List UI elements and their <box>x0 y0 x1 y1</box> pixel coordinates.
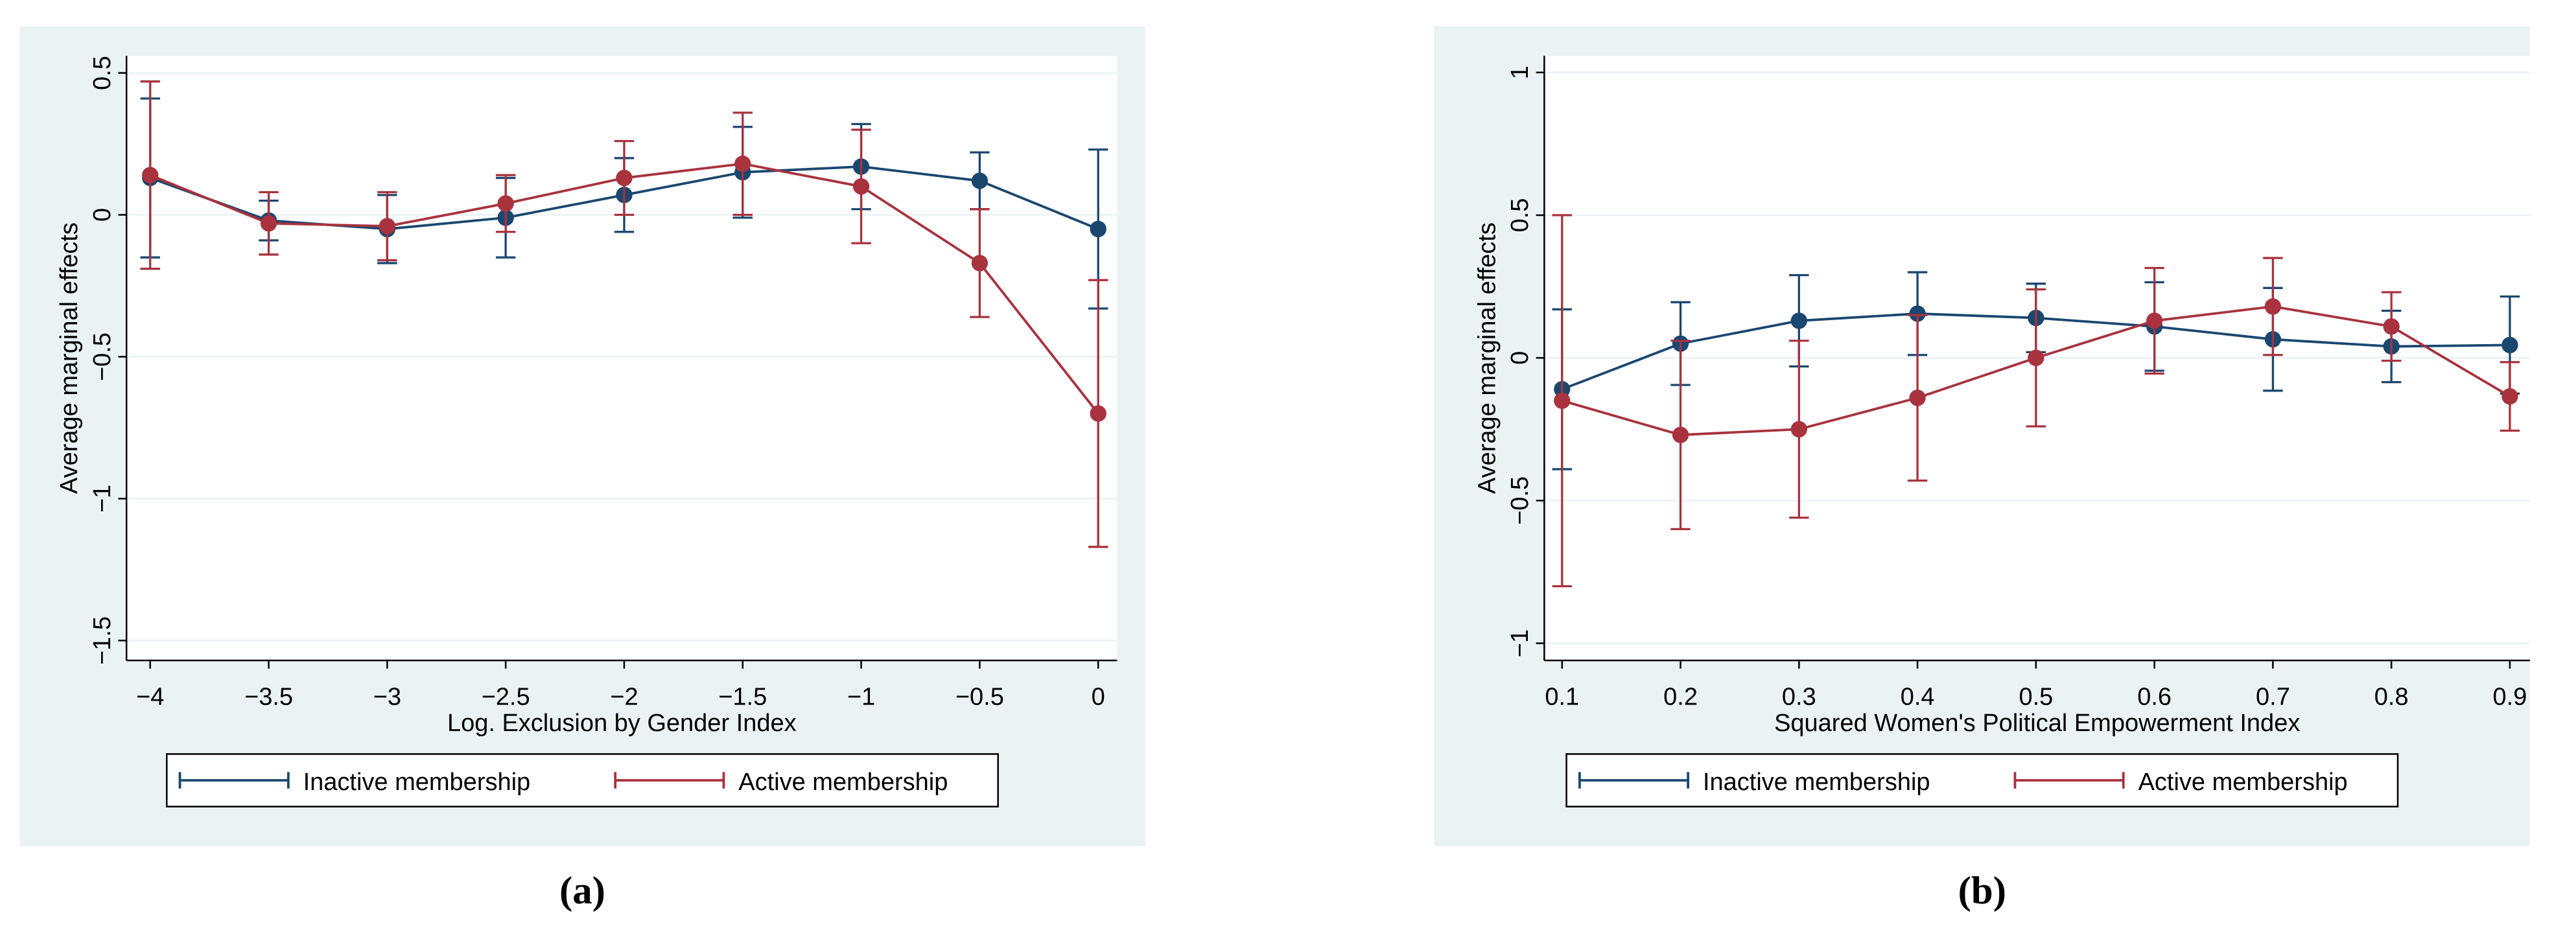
y-tick-label: −1 <box>89 485 116 513</box>
x-axis-label: Log. Exclusion by Gender Index <box>447 710 797 737</box>
point <box>379 218 395 235</box>
legend-label: Active membership <box>2138 769 2348 796</box>
x-tick-label: 0.5 <box>2019 683 2053 710</box>
point <box>2028 349 2044 366</box>
plot-area <box>126 56 1118 660</box>
y-axis-label: Average marginal effects <box>56 222 83 494</box>
point <box>1790 421 1808 437</box>
point <box>2501 336 2518 354</box>
x-tick-label: 0.9 <box>2493 683 2527 710</box>
point <box>2501 388 2518 405</box>
legend-box <box>165 753 999 808</box>
chart: 1 0.5 0 −0.5 −1 0.1 0.2 0.3 0.4 0.5 0.6 0.7 0.8 0.9 Sq… <box>1434 26 2531 846</box>
point <box>1672 426 1689 443</box>
y-tick-label: −0.5 <box>1506 476 1534 525</box>
point <box>2146 312 2163 329</box>
point <box>2383 318 2400 335</box>
x-axis-label: Squared Women's Political Empowerment In… <box>1774 710 2300 737</box>
y-tick-label: 0 <box>1506 351 1534 365</box>
y-tick-label: 1 <box>1506 65 1534 79</box>
x-tick-label: 0 <box>1092 683 1105 710</box>
legend-box <box>1565 753 2399 808</box>
point <box>1909 305 1926 322</box>
x-tick-label: 0.3 <box>1782 683 1816 710</box>
legend-label: Active membership <box>738 769 948 796</box>
y-tick-label: 0.5 <box>1506 198 1534 233</box>
y-tick-label: −1.5 <box>89 616 116 665</box>
point <box>497 195 514 212</box>
point <box>1090 405 1107 422</box>
x-tick-label: 0.4 <box>1901 683 1935 710</box>
point <box>1790 312 1808 329</box>
point <box>734 156 751 172</box>
point <box>852 178 870 195</box>
x-tick-label: 0.2 <box>1663 683 1698 710</box>
point <box>1909 390 1926 406</box>
point <box>971 172 989 189</box>
y-tick-label: −1 <box>1506 629 1534 657</box>
x-tick-label: −2.5 <box>482 683 530 710</box>
y-tick-label: 0.5 <box>89 56 116 90</box>
x-tick-label: 0.1 <box>1545 683 1579 710</box>
y-tick-label: −0.5 <box>89 332 116 381</box>
y-tick-label: 0 <box>89 208 116 222</box>
x-tick-label: −3.5 <box>244 683 293 710</box>
x-tick-label: −2 <box>610 683 638 710</box>
chart: 0.5 0 −0.5 −1 −1.5 −4 −3.5 −3 −2.5 −2 −1.5 −1 −0.5 0 L… <box>19 26 1145 846</box>
point <box>616 169 633 187</box>
legend-label: Inactive membership <box>303 769 531 796</box>
point <box>1554 392 1571 409</box>
x-tick-label: −0.5 <box>955 683 1004 710</box>
x-tick-label: −1.5 <box>718 683 767 710</box>
point <box>260 215 277 232</box>
legend-label: Inactive membership <box>1703 769 1930 796</box>
y-axis-label: Average marginal effects <box>1473 222 1501 494</box>
caption: (a) <box>559 869 605 913</box>
x-tick-label: −3 <box>373 683 401 710</box>
point <box>2264 298 2282 315</box>
x-tick-label: 0.6 <box>2137 683 2172 710</box>
x-tick-label: −1 <box>847 683 875 710</box>
point <box>142 167 159 183</box>
x-tick-label: 0.8 <box>2374 683 2409 710</box>
x-tick-label: 0.7 <box>2256 683 2290 710</box>
caption: (b) <box>1958 869 2006 913</box>
point <box>971 255 989 272</box>
point <box>1090 220 1107 238</box>
x-tick-label: −4 <box>136 683 164 710</box>
